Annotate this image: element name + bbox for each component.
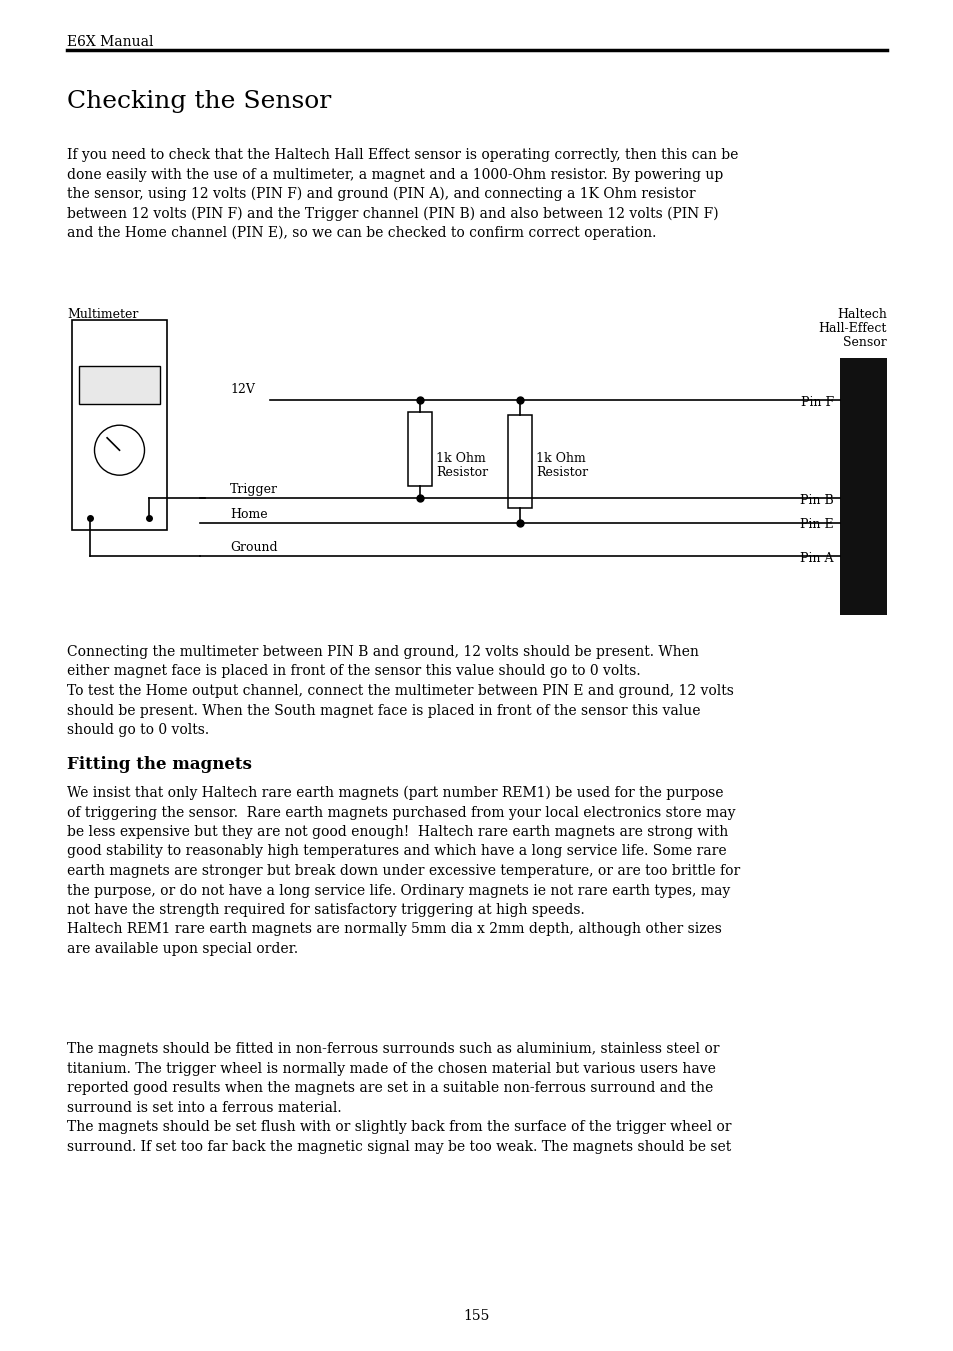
Text: Haltech: Haltech	[836, 308, 886, 322]
Text: 155: 155	[463, 1309, 490, 1323]
Text: Sensor: Sensor	[842, 336, 886, 349]
Text: Pin A: Pin A	[800, 551, 833, 565]
Text: Checking the Sensor: Checking the Sensor	[67, 91, 331, 113]
Text: Haltech REM1 rare earth magnets are normally 5mm dia x 2mm depth, although other: Haltech REM1 rare earth magnets are norm…	[67, 923, 721, 936]
Text: The magnets should be fitted in non-ferrous surrounds such as aluminium, stainle: The magnets should be fitted in non-ferr…	[67, 1042, 719, 1056]
Bar	[79, 366, 160, 404]
Text: 1k Ohm: 1k Ohm	[436, 453, 485, 465]
Text: surround. If set too far back the magnetic signal may be too weak. The magnets s: surround. If set too far back the magnet…	[67, 1139, 731, 1154]
Text: E6X Manual: E6X Manual	[67, 35, 153, 49]
Text: of triggering the sensor.  Rare earth magnets purchased from your local electron: of triggering the sensor. Rare earth mag…	[67, 805, 735, 820]
Text: be less expensive but they are not good enough!  Haltech rare earth magnets are : be less expensive but they are not good …	[67, 825, 727, 839]
Bar	[507, 415, 532, 508]
Text: the sensor, using 12 volts (PIN F) and ground (PIN A), and connecting a 1K Ohm r: the sensor, using 12 volts (PIN F) and g…	[67, 186, 695, 201]
Text: are available upon special order.: are available upon special order.	[67, 942, 297, 957]
Text: To test the Home output channel, connect the multimeter between PIN E and ground: To test the Home output channel, connect…	[67, 684, 733, 698]
Text: should go to 0 volts.: should go to 0 volts.	[67, 723, 209, 738]
Text: Pin E: Pin E	[800, 519, 833, 531]
Text: between 12 volts (PIN F) and the Trigger channel (PIN B) and also between 12 vol: between 12 volts (PIN F) and the Trigger…	[67, 207, 718, 222]
Text: and the Home channel (PIN E), so we can be checked to confirm correct operation.: and the Home channel (PIN E), so we can …	[67, 226, 656, 240]
Text: If you need to check that the Haltech Hall Effect sensor is operating correctly,: If you need to check that the Haltech Ha…	[67, 149, 738, 162]
Text: Hall-Effect: Hall-Effect	[818, 322, 886, 335]
Text: Connecting the multimeter between PIN B and ground, 12 volts should be present. : Connecting the multimeter between PIN B …	[67, 644, 699, 659]
Bar	[71, 320, 167, 530]
Text: not have the strength required for satisfactory triggering at high speeds.: not have the strength required for satis…	[67, 902, 584, 917]
Text: Resistor: Resistor	[536, 466, 587, 480]
Text: should be present. When the South magnet face is placed in front of the sensor t: should be present. When the South magnet…	[67, 704, 700, 717]
Text: We insist that only Haltech rare earth magnets (part number REM1) be used for th: We insist that only Haltech rare earth m…	[67, 786, 722, 800]
Text: titanium. The trigger wheel is normally made of the chosen material but various : titanium. The trigger wheel is normally …	[67, 1062, 715, 1075]
Text: good stability to reasonably high temperatures and which have a long service lif: good stability to reasonably high temper…	[67, 844, 726, 858]
Text: Home: Home	[230, 508, 268, 521]
Text: Ground: Ground	[230, 540, 277, 554]
Text: 12V: 12V	[230, 382, 254, 396]
Text: The magnets should be set flush with or slightly back from the surface of the tr: The magnets should be set flush with or …	[67, 1120, 731, 1133]
Bar	[408, 412, 432, 486]
Text: done easily with the use of a multimeter, a magnet and a 1000-Ohm resistor. By p: done easily with the use of a multimeter…	[67, 168, 722, 181]
Text: Multimeter: Multimeter	[67, 308, 138, 322]
Text: surround is set into a ferrous material.: surround is set into a ferrous material.	[67, 1101, 341, 1115]
Circle shape	[94, 426, 144, 476]
Bar	[840, 358, 886, 615]
Text: the purpose, or do not have a long service life. Ordinary magnets ie not rare ea: the purpose, or do not have a long servi…	[67, 884, 729, 897]
Text: Pin B: Pin B	[800, 493, 833, 507]
Text: reported good results when the magnets are set in a suitable non-ferrous surroun: reported good results when the magnets a…	[67, 1081, 713, 1096]
Text: Resistor: Resistor	[436, 466, 488, 480]
Text: either magnet face is placed in front of the sensor this value should go to 0 vo: either magnet face is placed in front of…	[67, 665, 640, 678]
Text: Trigger: Trigger	[230, 484, 277, 496]
Text: Pin F: Pin F	[800, 396, 833, 408]
Text: earth magnets are stronger but break down under excessive temperature, or are to: earth magnets are stronger but break dow…	[67, 865, 740, 878]
Text: Fitting the magnets: Fitting the magnets	[67, 757, 252, 773]
Text: 1k Ohm: 1k Ohm	[536, 453, 585, 465]
